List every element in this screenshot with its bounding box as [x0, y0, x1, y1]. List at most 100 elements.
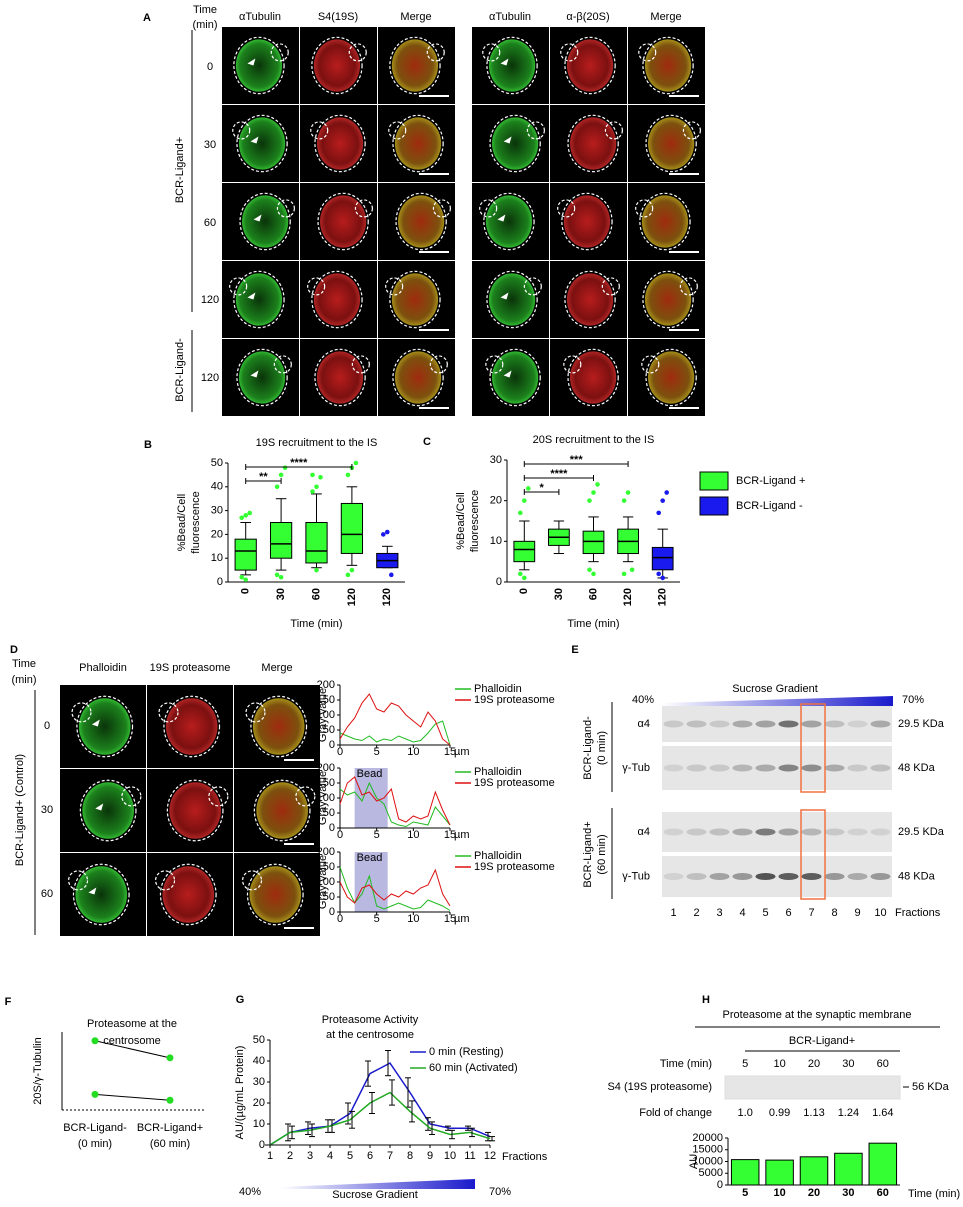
cell-signal — [316, 117, 364, 170]
bead-outline — [482, 43, 501, 62]
outlier — [595, 482, 600, 487]
row-label: Time (min) — [660, 1058, 712, 1070]
blot-band — [686, 720, 707, 728]
gradient-end: 70% — [902, 694, 924, 706]
cell-signal — [162, 866, 215, 923]
x-tick-label: 120 — [622, 588, 634, 606]
bead-outline — [276, 199, 295, 218]
y-tick-label: 20 — [490, 495, 502, 507]
y-tick-label: 50 — [253, 1034, 265, 1046]
outlier — [318, 474, 323, 480]
y-tick-label: 200 — [317, 762, 335, 774]
y-tick-label: 30 — [490, 454, 502, 466]
x-axis-title: Fractions — [502, 1151, 548, 1163]
x-tick-label: BCR-Ligand+ — [137, 1122, 203, 1134]
outlier — [239, 515, 244, 521]
y-tick-label: 10 — [211, 552, 223, 564]
blot-band — [755, 764, 776, 772]
axis-title: Time — [12, 658, 36, 670]
y-tick-label: 20000 — [692, 1132, 723, 1144]
bead-outline — [523, 277, 542, 296]
panel-label: D — [10, 644, 18, 656]
outlier — [247, 510, 252, 516]
panel-label: H — [702, 994, 710, 1006]
fraction-label: 8 — [831, 907, 837, 919]
x-tick-label: 8 — [407, 1150, 413, 1162]
bead-outline — [432, 199, 451, 218]
blot-band — [870, 764, 891, 772]
axis-title: (min) — [11, 674, 36, 686]
blot-band — [801, 764, 822, 772]
x-tick-label: 5 — [374, 913, 380, 925]
blot — [725, 1076, 900, 1099]
y-tick-label: 200 — [317, 846, 335, 858]
fold-value: 1.64 — [872, 1107, 893, 1119]
y-tick-label: 30 — [253, 1076, 265, 1088]
x-tick-label: 0 — [240, 588, 252, 594]
protein-label: γ-Tub — [622, 762, 650, 774]
x-tick-label: 10 — [773, 1187, 785, 1199]
x-axis-title: Time (min) — [908, 1188, 960, 1200]
bead-outline — [682, 121, 701, 140]
bead-outline — [241, 870, 263, 891]
y-tick-label: 20 — [211, 528, 223, 540]
y-tick-label: 150 — [317, 861, 335, 873]
cell-outline — [389, 270, 441, 329]
chart-title: centrosome — [103, 1035, 160, 1047]
cell-signal — [313, 39, 361, 92]
cell-outline — [564, 36, 616, 95]
x-tick-label: 5 — [742, 1187, 748, 1199]
cell-signal — [78, 698, 131, 755]
fold-value: 1.24 — [838, 1107, 859, 1119]
blot-band — [663, 828, 684, 836]
blot-overlay — [724, 1075, 901, 1100]
cell-signal — [644, 273, 692, 326]
cell-signal — [492, 351, 539, 404]
y-tick-label: 100 — [317, 876, 335, 888]
bar — [799, 1156, 829, 1186]
bead-outline — [601, 277, 620, 296]
column-header: αTubulin — [239, 11, 281, 23]
cell-signal — [570, 351, 617, 404]
outlier — [243, 513, 248, 518]
cell-outline — [642, 36, 694, 95]
bead-outline — [563, 355, 582, 374]
blot-band — [824, 764, 845, 772]
bead-outline — [295, 786, 316, 807]
cell-signal — [566, 39, 614, 92]
cell-signal — [242, 195, 289, 248]
bead-outline — [154, 870, 176, 891]
x-tick-label: 120 — [346, 588, 358, 606]
y-tick-label: 40 — [211, 481, 223, 493]
cell-outline — [317, 192, 369, 251]
bead-outline — [67, 870, 89, 891]
arrowhead — [88, 887, 97, 895]
bar — [868, 1142, 898, 1186]
panel-label: F — [5, 996, 12, 1008]
cell-outline — [314, 114, 366, 173]
cell-signal — [391, 39, 439, 92]
cell-outline — [483, 192, 535, 251]
x-tick-label: 120 — [657, 588, 669, 606]
protein-label: α4 — [638, 826, 650, 838]
bead-outline — [245, 702, 266, 723]
time-label: 30 — [842, 1058, 854, 1070]
blot-band — [732, 828, 753, 836]
marker-label: 56 KDa — [912, 1081, 950, 1093]
blot-band — [755, 873, 776, 880]
outlier — [518, 510, 523, 516]
significance-label: **** — [550, 468, 568, 480]
cell-signal — [648, 117, 695, 170]
pair-line — [94, 1093, 171, 1101]
protein-label: α4 — [638, 718, 650, 730]
highlight-box — [800, 809, 826, 900]
series-line — [339, 781, 451, 828]
highlight-box — [800, 703, 826, 793]
y-tick-label: 40 — [253, 1055, 265, 1067]
x-tick-label: 120 — [381, 588, 393, 606]
outlier — [278, 472, 284, 478]
x-tick-label: 15 — [444, 829, 456, 841]
bead-outline — [71, 702, 92, 723]
outlier — [591, 490, 596, 495]
gradient-label: Sucrose Gradient — [732, 683, 818, 695]
